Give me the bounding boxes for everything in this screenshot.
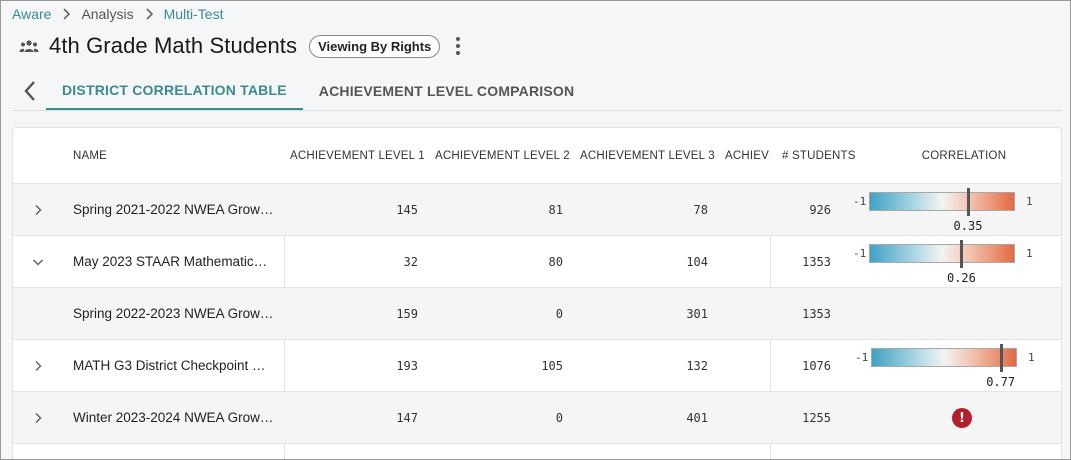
row-level-1: 145 <box>396 202 418 217</box>
correlation-scale: -1 1 0.35 <box>13 184 1061 236</box>
breadcrumb-analysis: Analysis <box>81 6 134 22</box>
chevron-right-icon <box>144 8 154 20</box>
row-name[interactable]: Spring 2022-2023 NWEA Grow… <box>73 306 274 321</box>
row-students: 1255 <box>802 410 831 425</box>
column-header-students[interactable]: # STUDENTS <box>782 149 856 162</box>
back-button[interactable] <box>13 71 46 110</box>
correlation-bar <box>869 188 1015 216</box>
row-name[interactable]: Winter 2023-2024 NWEA Grow… <box>73 410 274 425</box>
row-level-3: 78 <box>693 202 708 217</box>
scale-min-label: -1 <box>853 195 867 208</box>
correlation-marker <box>960 240 964 268</box>
correlation-scale: -1 1 0.77 <box>13 340 1061 392</box>
table-row[interactable]: Spring 2022-2023 NWEA Grow… 159 0 301 1353 <box>13 288 1061 340</box>
collapse-row-button[interactable] <box>29 236 47 287</box>
correlation-value: 0.77 <box>986 375 1016 389</box>
breadcrumb-aware[interactable]: Aware <box>12 6 52 22</box>
breadcrumb: Aware Analysis Multi-Test <box>12 6 223 22</box>
chevron-right-icon <box>35 360 42 371</box>
row-level-2: 0 <box>555 410 563 425</box>
correlation-scale: -1 1 0.26 <box>13 236 1061 288</box>
correlation-marker <box>999 344 1003 372</box>
row-level-3: 301 <box>686 306 708 321</box>
breadcrumb-multi-test[interactable]: Multi-Test <box>163 6 224 22</box>
row-students: 1353 <box>802 254 831 269</box>
row-name[interactable]: Spring 2021-2022 NWEA Grow… <box>73 202 274 217</box>
people-icon <box>19 39 39 53</box>
more-vert-icon[interactable] <box>454 37 462 55</box>
correlation-value: 0.26 <box>946 271 976 285</box>
tab-district-correlation-table[interactable]: DISTRICT CORRELATION TABLE <box>46 71 303 110</box>
chevron-right-icon <box>61 8 71 20</box>
scale-max-label: 1 <box>1028 351 1035 364</box>
row-level-2: 81 <box>548 202 563 217</box>
page-title: 4th Grade Math Students <box>49 33 298 58</box>
viewing-by-rights-chip[interactable]: Viewing By Rights <box>309 34 441 58</box>
row-name[interactable]: MATH G3 District Checkpoint … <box>73 358 266 373</box>
expand-row-button[interactable] <box>29 184 47 235</box>
chevron-left-icon <box>23 80 35 101</box>
table-row[interactable]: Winter 2023-2024 NWEA Grow… 147 0 401 1255! <box>13 392 1061 444</box>
scale-max-label: 1 <box>1026 195 1033 208</box>
column-header-name[interactable]: NAME <box>73 149 108 162</box>
row-level-2: 105 <box>541 358 563 373</box>
row-level-3: 104 <box>686 254 708 269</box>
scale-min-label: -1 <box>855 351 869 364</box>
column-header-level-3[interactable]: ACHIEVEMENT LEVEL 3 <box>580 149 715 162</box>
row-level-1: 193 <box>396 358 418 373</box>
row-level-3: 132 <box>686 358 708 373</box>
column-header-correlation[interactable]: CORRELATION <box>921 149 1007 162</box>
column-header-level-2[interactable]: ACHIEVEMENT LEVEL 2 <box>435 149 570 162</box>
correlation-value: 0.35 <box>953 219 983 233</box>
table-header-row: NAME ACHIEVEMENT LEVEL 1 ACHIEVEMENT LEV… <box>13 128 1061 184</box>
chevron-right-icon <box>35 412 42 423</box>
tab-bar: DISTRICT CORRELATION TABLE ACHIEVEMENT L… <box>13 71 1062 111</box>
row-students: 1353 <box>802 306 831 321</box>
scale-min-label: -1 <box>853 247 867 260</box>
chevron-down-icon <box>32 258 44 266</box>
row-level-1: 147 <box>396 410 418 425</box>
table-row[interactable]: May 2023 STAAR Mathematic… 32 80 104 1353 -1… <box>13 236 1061 288</box>
table-row[interactable]: MATH G3 District Checkpoint … 193 105 132 10… <box>13 340 1061 392</box>
row-level-3: 401 <box>686 410 708 425</box>
column-header-level-4[interactable]: ACHIEVE <box>725 149 770 162</box>
expand-row-button[interactable] <box>29 340 47 391</box>
table-row[interactable]: Spring 2021-2022 NWEA Grow… 145 81 78 926 -1… <box>13 184 1061 236</box>
row-students: 1076 <box>802 358 831 373</box>
row-name[interactable]: May 2023 STAAR Mathematic… <box>73 254 268 269</box>
correlation-table: NAME ACHIEVEMENT LEVEL 1 ACHIEVEMENT LEV… <box>12 127 1062 459</box>
correlation-bar <box>871 344 1017 372</box>
expand-row-button[interactable] <box>29 392 47 443</box>
alert-icon[interactable]: ! <box>952 408 972 428</box>
tab-achievement-level-comparison[interactable]: ACHIEVEMENT LEVEL COMPARISON <box>318 82 575 99</box>
correlation-marker <box>967 188 971 216</box>
row-level-2: 80 <box>548 254 563 269</box>
scale-max-label: 1 <box>1026 247 1033 260</box>
column-header-level-1[interactable]: ACHIEVEMENT LEVEL 1 <box>290 149 425 162</box>
row-level-2: 0 <box>555 306 563 321</box>
page-header: 4th Grade Math Students Viewing By Right… <box>19 31 462 61</box>
row-students: 926 <box>809 202 831 217</box>
row-level-1: 32 <box>403 254 418 269</box>
correlation-bar <box>869 240 1015 268</box>
chevron-right-icon <box>35 204 42 215</box>
row-level-1: 159 <box>396 306 418 321</box>
